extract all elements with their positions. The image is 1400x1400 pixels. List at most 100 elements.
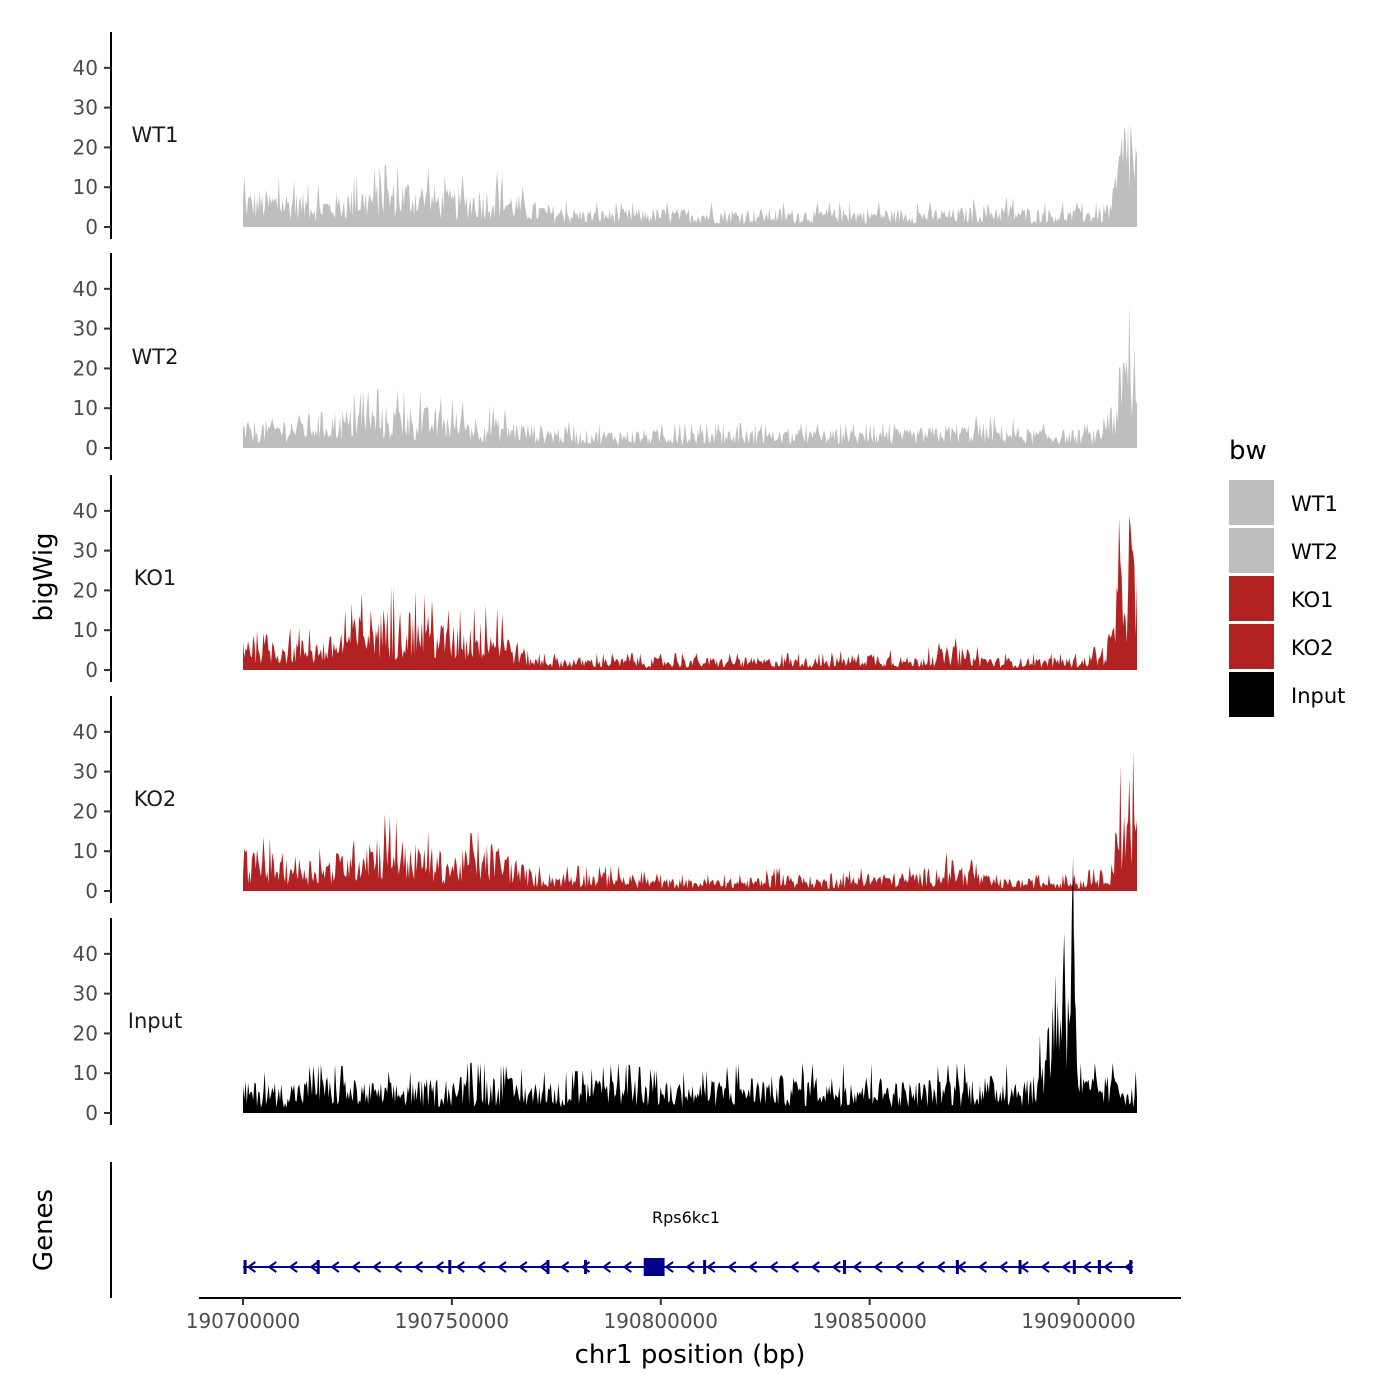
gene-exon xyxy=(643,1258,653,1276)
track-label: KO2 xyxy=(134,787,177,811)
legend-swatch xyxy=(1229,480,1274,525)
strand-arrow-icon xyxy=(497,1261,507,1273)
y-tick-label: 30 xyxy=(73,317,98,341)
track-input: 0 10 20 30 40 Input xyxy=(73,857,1137,1125)
gene-exon xyxy=(1018,1260,1022,1274)
strand-arrow-icon xyxy=(246,1261,256,1273)
genes-label: Genes xyxy=(29,1189,59,1271)
strand-arrow-icon xyxy=(831,1261,841,1273)
y-tick-label: 30 xyxy=(73,760,98,784)
y-tick-label: 20 xyxy=(73,578,98,602)
y-tick-label: 0 xyxy=(85,436,98,460)
coverage-area-ko2 xyxy=(243,751,1137,891)
legend-label: KO1 xyxy=(1291,588,1334,612)
strand-arrow-icon xyxy=(977,1261,988,1273)
strand-arrow-icon xyxy=(434,1261,444,1273)
y-tick-label: 0 xyxy=(85,879,98,903)
gene-exon xyxy=(584,1260,588,1274)
strand-arrow-icon xyxy=(1103,1261,1113,1273)
y-tick-label: 0 xyxy=(85,215,98,239)
strand-arrow-icon xyxy=(476,1261,486,1273)
x-tick-label: 190700000 xyxy=(186,1309,301,1333)
legend-label: Input xyxy=(1291,684,1345,708)
strand-arrow-icon xyxy=(685,1261,695,1273)
strand-arrow-icon xyxy=(915,1261,925,1273)
strand-arrow-icon xyxy=(810,1261,820,1273)
legend-label: WT1 xyxy=(1291,492,1338,516)
x-tick-label: 190750000 xyxy=(395,1309,510,1333)
y-tick-label: 0 xyxy=(85,1101,98,1125)
legend-title: bw xyxy=(1229,436,1267,466)
x-tick-label: 190900000 xyxy=(1021,1309,1136,1333)
x-tick-label: 190800000 xyxy=(603,1309,718,1333)
track-label: KO1 xyxy=(134,566,177,590)
track-ko1: 0 10 20 30 40 KO1 xyxy=(73,475,1137,682)
strand-arrow-icon xyxy=(580,1261,591,1273)
x-axis-title: chr1 position (bp) xyxy=(575,1340,806,1370)
legend-items: WT1 WT2 KO1 KO2 Input xyxy=(1229,480,1345,717)
y-tick-label: 10 xyxy=(73,396,98,420)
y-tick-label: 10 xyxy=(73,1061,98,1085)
y-tick-label: 40 xyxy=(73,56,98,80)
track-label: WT2 xyxy=(132,345,179,369)
strand-arrow-icon xyxy=(559,1261,570,1273)
coverage-spike xyxy=(1072,933,1076,1113)
y-tick-label: 20 xyxy=(73,1021,98,1045)
strand-arrow-icon xyxy=(998,1261,1008,1273)
tracks: 0 10 20 30 40 WT1 0 10 20 30 40 WT2 0 10 20 30 40 KO1 0 10 2… xyxy=(73,32,1137,1125)
y-tick-label: 10 xyxy=(73,839,98,863)
strand-arrow-icon xyxy=(622,1261,632,1273)
strand-arrow-icon xyxy=(1040,1261,1050,1273)
y-tick-label: 40 xyxy=(73,499,98,523)
gene-exon xyxy=(1072,1260,1076,1274)
strand-arrow-icon xyxy=(601,1261,612,1273)
gene-exon xyxy=(648,1258,665,1276)
strand-arrow-icon xyxy=(392,1261,403,1273)
track-wt2: 0 10 20 30 40 WT2 xyxy=(73,253,1137,460)
strand-arrow-icon xyxy=(518,1261,528,1273)
legend-swatch xyxy=(1229,576,1274,621)
track-wt1: 0 10 20 30 40 WT1 xyxy=(73,32,1137,239)
x-tick-label: 190850000 xyxy=(812,1309,927,1333)
y-axis-title: bigWig xyxy=(29,532,59,621)
legend-label: WT2 xyxy=(1291,540,1338,564)
y-tick-label: 40 xyxy=(73,277,98,301)
x-ticks: 190700000 190750000 190800000 190850000 1909… xyxy=(186,1298,1136,1333)
gene-exon xyxy=(703,1260,707,1274)
legend-label: KO2 xyxy=(1291,636,1334,660)
strand-arrow-icon xyxy=(664,1261,674,1273)
y-tick-label: 20 xyxy=(73,135,98,159)
y-tick-label: 40 xyxy=(73,942,98,966)
strand-arrow-icon xyxy=(768,1261,779,1273)
x-axis: 190700000 190750000 190800000 190850000 1909… xyxy=(186,1297,1181,1370)
y-tick-label: 40 xyxy=(73,720,98,744)
genes-panel: Genes Rps6kc1 xyxy=(29,1162,1134,1298)
strand-arrow-icon xyxy=(727,1261,737,1273)
y-tick-label: 20 xyxy=(73,356,98,380)
y-tick-label: 20 xyxy=(73,799,98,823)
legend: bw WT1 WT2 KO1 KO2 Input xyxy=(1229,436,1345,717)
coverage-area-input xyxy=(243,857,1137,1113)
gene-exon xyxy=(955,1260,959,1274)
y-tick-label: 10 xyxy=(73,175,98,199)
y-tick-label: 30 xyxy=(73,96,98,120)
gene-model xyxy=(243,1258,1134,1276)
strand-arrow-icon xyxy=(309,1261,319,1273)
strand-arrow-icon xyxy=(267,1261,277,1273)
gene-exon xyxy=(316,1260,320,1274)
y-tick-label: 0 xyxy=(85,658,98,682)
coverage-area-wt2 xyxy=(243,303,1137,448)
legend-swatch xyxy=(1229,528,1274,573)
strand-arrow-icon xyxy=(935,1261,946,1273)
strand-arrow-icon xyxy=(894,1261,904,1273)
track-ko2: 0 10 20 30 40 KO2 xyxy=(73,696,1137,903)
gene-exon xyxy=(243,1260,247,1274)
strand-arrow-icon xyxy=(789,1261,800,1273)
strand-arrow-icon xyxy=(455,1261,465,1273)
strand-arrow-icon xyxy=(747,1261,758,1273)
strand-arrow-icon xyxy=(351,1261,361,1273)
track-label: WT1 xyxy=(132,123,179,147)
strand-arrow-icon xyxy=(706,1261,716,1273)
strand-arrow-icon xyxy=(330,1261,340,1273)
